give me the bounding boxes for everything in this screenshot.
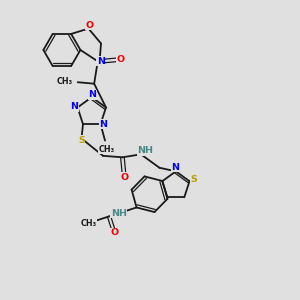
Text: S: S: [78, 136, 85, 145]
Text: S: S: [190, 175, 197, 184]
Text: CH₃: CH₃: [80, 219, 96, 228]
Text: CH₃: CH₃: [56, 77, 72, 86]
Text: O: O: [116, 56, 124, 64]
Text: N: N: [88, 90, 96, 99]
Text: O: O: [120, 172, 129, 182]
Text: N: N: [100, 120, 107, 129]
Text: NH: NH: [137, 146, 153, 155]
Text: N: N: [171, 163, 179, 172]
Text: O: O: [85, 21, 93, 30]
Text: CH₃: CH₃: [98, 145, 114, 154]
Text: N: N: [70, 102, 79, 111]
Text: N: N: [97, 57, 105, 66]
Text: NH: NH: [111, 209, 127, 218]
Text: O: O: [110, 228, 118, 237]
